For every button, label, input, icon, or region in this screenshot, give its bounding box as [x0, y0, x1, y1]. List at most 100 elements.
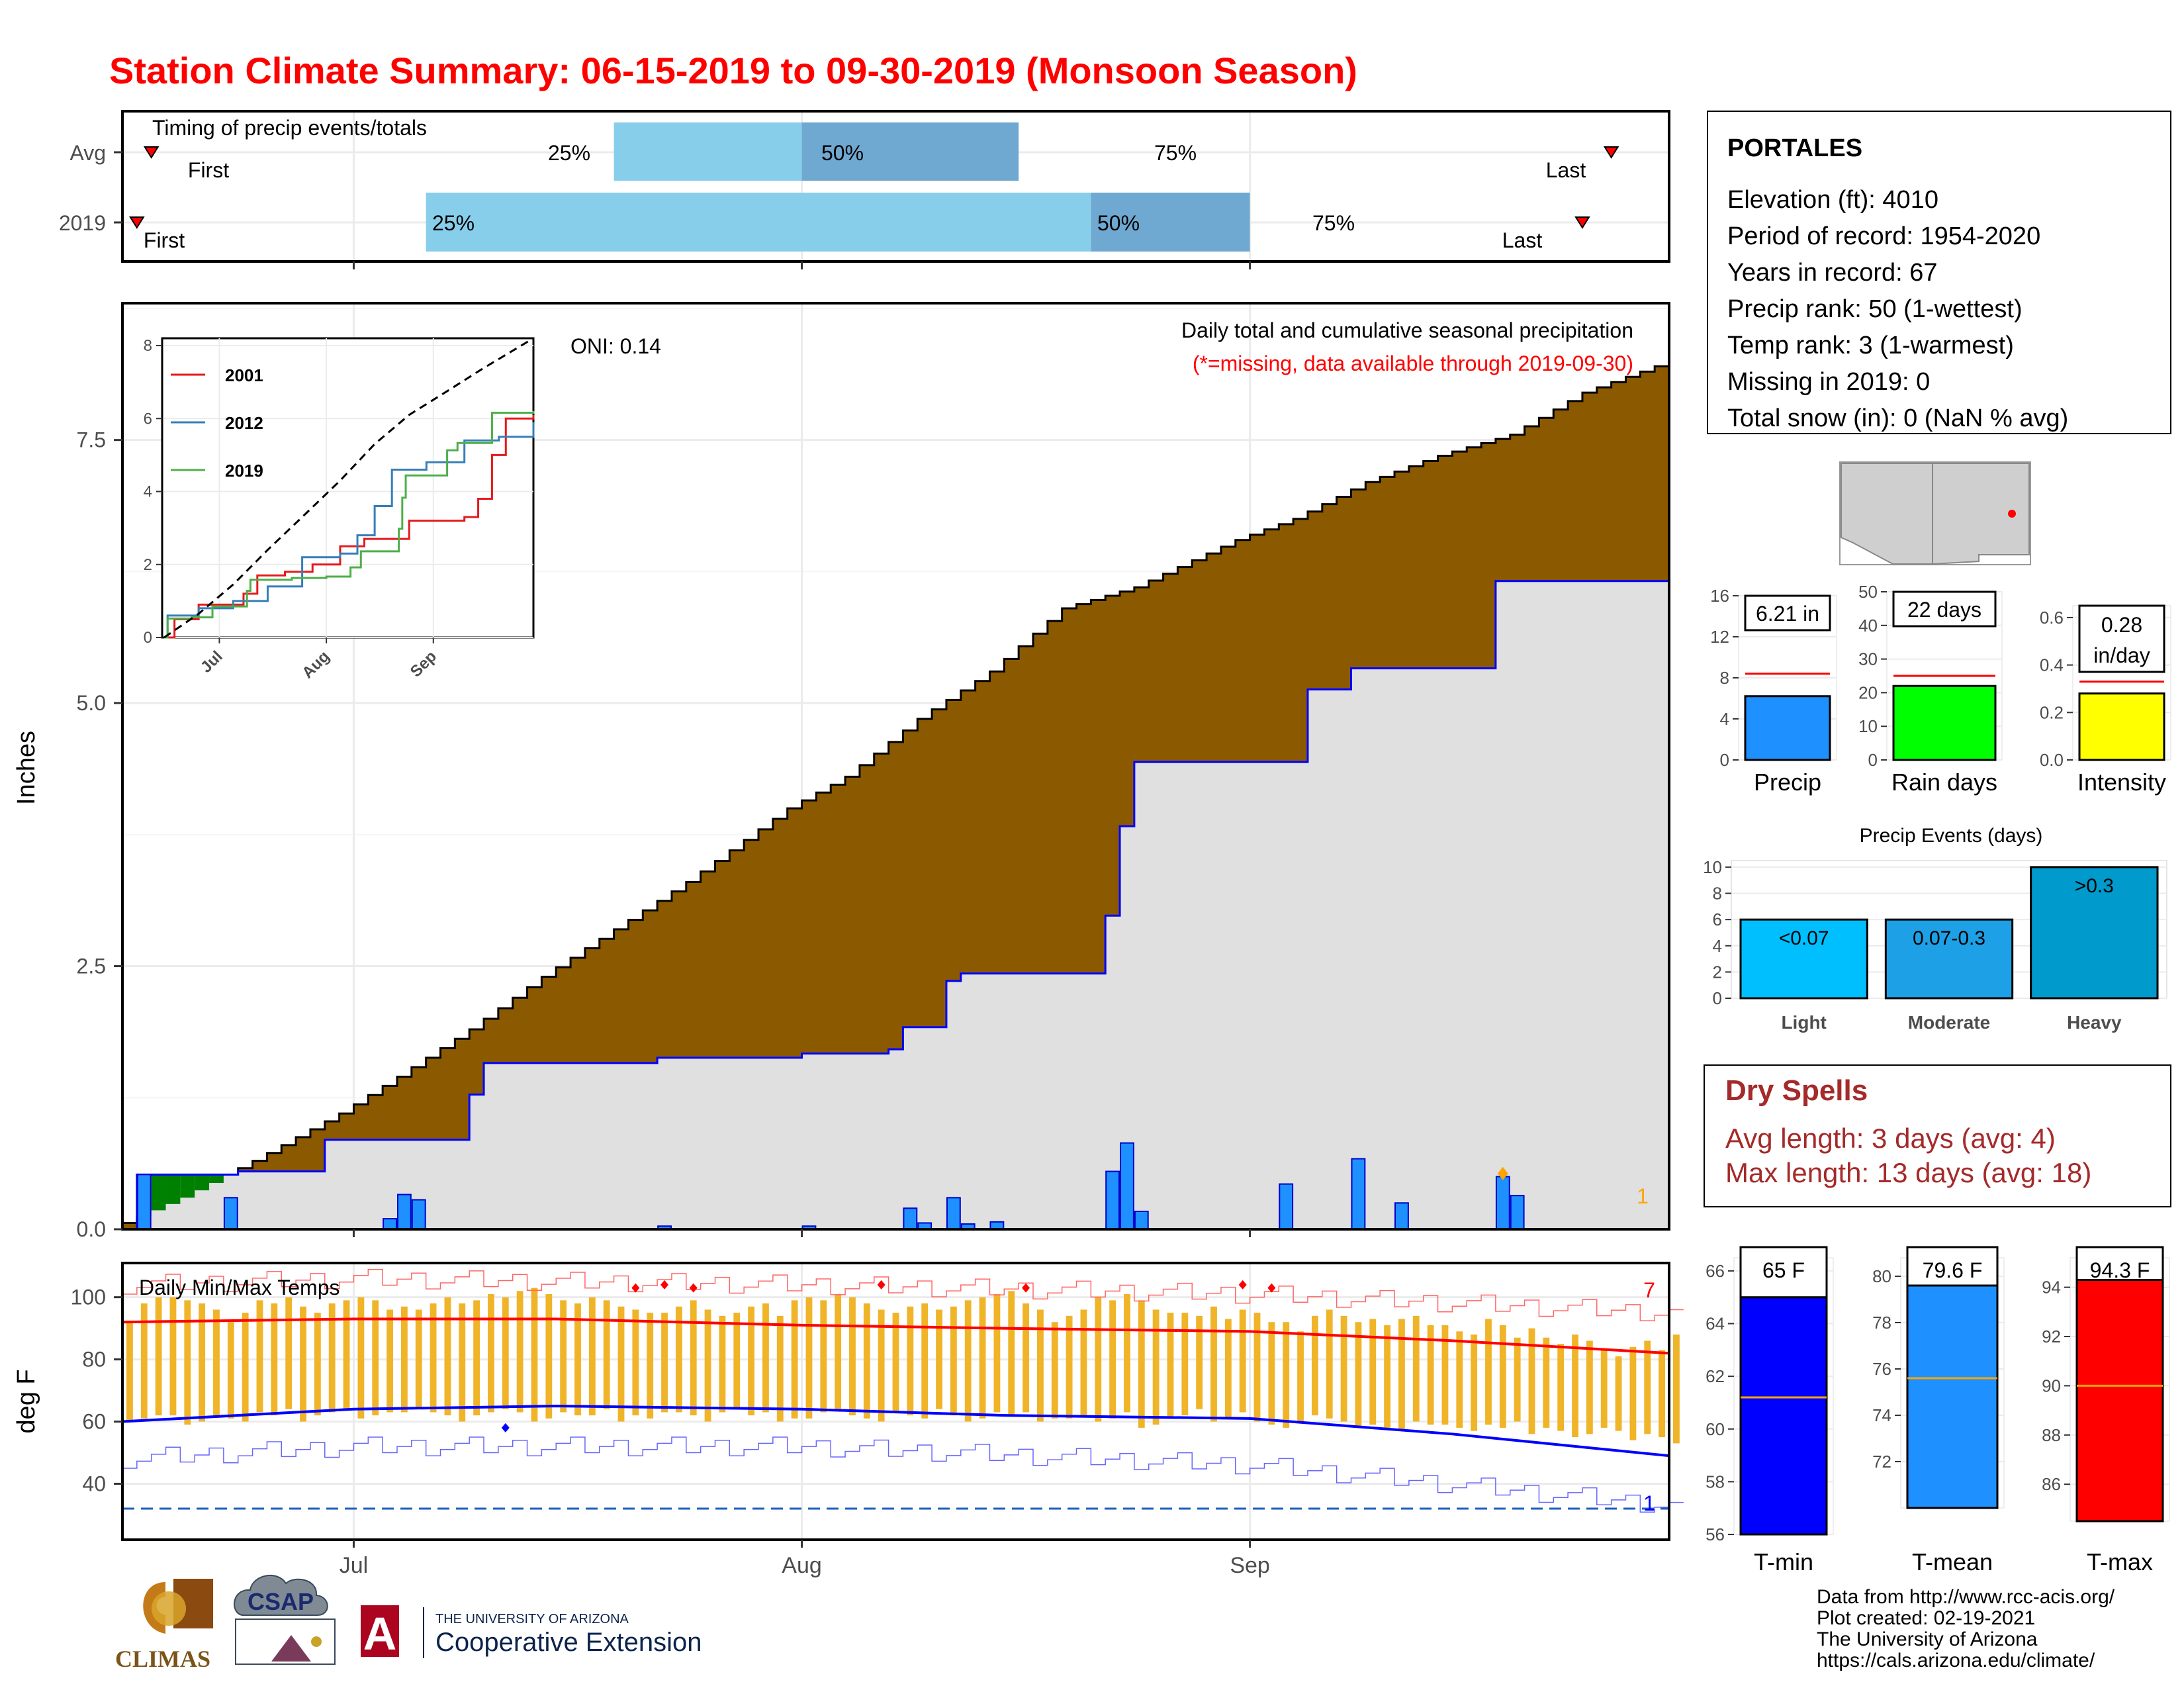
page-title: Station Climate Summary: 06-15-2019 to 0… — [109, 50, 1357, 91]
daily-temp-bar — [719, 1315, 726, 1413]
summary-value-bar — [1892, 684, 1997, 761]
summary-ytick-label: 40 — [1858, 616, 1878, 635]
oni-label: ONI: 0.14 — [570, 334, 661, 358]
timing-marker-first-1 — [129, 216, 145, 229]
temp-line-avg-min — [122, 1405, 1670, 1458]
daily-temp-bar — [733, 1313, 741, 1409]
daily-temp-bar — [1008, 1291, 1015, 1416]
precip-y-axis-label: Inches — [13, 731, 40, 805]
daily-temp-bar — [372, 1300, 379, 1416]
temp-summary-value-label: 94.3 F — [2090, 1258, 2150, 1282]
daily-precip-bar — [903, 1207, 918, 1231]
timing-2019-first-label: First — [144, 228, 185, 252]
temp-summary-value-box — [1739, 1246, 1828, 1299]
temp-summary-value-bar — [1739, 1296, 1828, 1536]
daily-temp-bar — [1615, 1356, 1622, 1431]
temp-summary-value-bar — [1906, 1284, 1999, 1509]
timing-avg-50-label: 50% — [821, 141, 864, 165]
daily-precip-bar — [1351, 1158, 1366, 1230]
daily-temp-bar — [1023, 1303, 1029, 1413]
daily-temp-bar — [1181, 1313, 1189, 1416]
daily-temp-bar — [1283, 1322, 1290, 1428]
daily-temp-bar — [1253, 1313, 1261, 1422]
summary-ytick-label: 10 — [1858, 716, 1878, 736]
temp-ytick-label-2: 80 — [82, 1348, 106, 1372]
precip-y-ticks: 0.0 2.5 5.0 7.5 — [77, 428, 1251, 1241]
legend-label-2012: 2012 — [225, 413, 263, 433]
summary-category-label: Precip — [1754, 769, 1821, 796]
summary-chart-0: 0 4 8 12 16 6.21 in Precip — [1710, 586, 1837, 796]
temp-summary-value-label: 65 F — [1762, 1258, 1805, 1282]
daily-temp-bar — [588, 1297, 596, 1416]
precip-panel-frame — [121, 302, 1670, 1231]
daily-precip-bar — [1279, 1183, 1294, 1230]
temp-summary-chart-0: 56 58 60 62 64 66 65 F T-min — [1706, 1246, 1834, 1575]
daily-temp-bar — [704, 1309, 711, 1422]
events-bar-light — [1739, 918, 1868, 1000]
summary-ytick-label: 4 — [1720, 709, 1729, 729]
climas-logo-circle — [152, 1591, 186, 1626]
daily-temp-bar — [140, 1303, 148, 1419]
daily-precip-bar — [1120, 1142, 1134, 1231]
daily-temp-bar — [574, 1303, 581, 1416]
inset-legend: 2001 2012 2019 — [171, 365, 263, 481]
daily-temp-bar — [1543, 1337, 1550, 1428]
daily-temp-bar — [1268, 1322, 1275, 1425]
daily-temp-bar — [1080, 1309, 1087, 1416]
temp-summary-ytick-label: 60 — [1706, 1419, 1725, 1439]
daily-temp-bar — [1109, 1300, 1116, 1419]
daily-precip-bar — [411, 1199, 426, 1230]
station-location-marker — [2008, 510, 2016, 518]
daily-temp-bar — [271, 1303, 278, 1416]
above-average-segment — [151, 1174, 166, 1211]
summary-ytick-label: 0.6 — [2040, 608, 2064, 628]
daily-precip-bar — [383, 1218, 397, 1231]
daily-temp-bar — [1036, 1309, 1044, 1422]
precip-subtitle: Daily total and cumulative seasonal prec… — [1181, 318, 1633, 342]
temp-max-count: 7 — [1643, 1278, 1655, 1302]
daily-temp-bar — [964, 1300, 972, 1422]
daily-precip-bar — [396, 1194, 412, 1230]
summary-value-box — [1892, 590, 1997, 628]
daily-temp-bar — [1572, 1335, 1578, 1438]
daily-temp-bar — [1167, 1313, 1174, 1419]
daily-temp-bar — [227, 1322, 234, 1419]
summary-ytick-label: 8 — [1720, 668, 1729, 688]
temp-ytick-label-0: 40 — [82, 1472, 106, 1495]
temp-xtick-label-2: Sep — [1230, 1553, 1270, 1578]
location-map — [1839, 461, 2031, 565]
temp-summary-ytick-label: 90 — [2042, 1376, 2061, 1395]
daily-temp-bar — [400, 1306, 408, 1413]
temp-summary-value-label: 79.6 F — [1923, 1258, 1983, 1282]
summary-value-bar — [2078, 692, 2165, 761]
daily-temp-bar — [1066, 1315, 1073, 1419]
above-average-segment — [209, 1174, 224, 1184]
precip-ytick-label-3: 7.5 — [77, 428, 106, 452]
daily-temp-bar — [155, 1297, 162, 1416]
daily-temp-bar — [617, 1306, 625, 1422]
summary-value-label: 0.28 — [2101, 613, 2142, 637]
station-line-elevation: Elevation (ft): 4010 — [1727, 186, 1938, 214]
daily-temp-bar — [502, 1297, 509, 1409]
station-info-box: PORTALES Elevation (ft): 4010 Period of … — [1707, 111, 2171, 434]
daily-precip-bar — [1394, 1202, 1409, 1231]
temp-line-avg-max — [122, 1317, 1670, 1355]
summary-chart-1: 0 10 20 30 40 50 22 days Rain days — [1858, 582, 2003, 796]
precip-panel: 0.0 2.5 5.0 7.5 Inches Daily total and cumu… — [13, 302, 1670, 1241]
summary-ytick-label: 0.4 — [2040, 655, 2064, 675]
timing-avg-first-label: First — [188, 158, 229, 182]
daily-temp-bar — [820, 1300, 827, 1413]
summary-ytick-label: 12 — [1710, 627, 1729, 647]
daily-temp-bar — [199, 1303, 206, 1422]
temp-line-record-min — [122, 1436, 1684, 1513]
inset-line-2012 — [164, 422, 535, 639]
daily-temp-bar — [1210, 1306, 1217, 1422]
events-bar-label-light: <0.07 — [1779, 927, 1829, 949]
daily-temp-bar — [328, 1303, 336, 1413]
daily-temp-bar — [1297, 1331, 1304, 1422]
timing-bars — [426, 122, 1250, 252]
temp-panel-title: Daily Min/Max Temps — [139, 1276, 340, 1299]
daily-temp-bar — [1340, 1315, 1347, 1422]
ua-cooperative-extension-logo: A THE UNIVERSITY OF ARIZONA Cooperative … — [361, 1605, 702, 1660]
record-high-marker — [1022, 1283, 1030, 1293]
